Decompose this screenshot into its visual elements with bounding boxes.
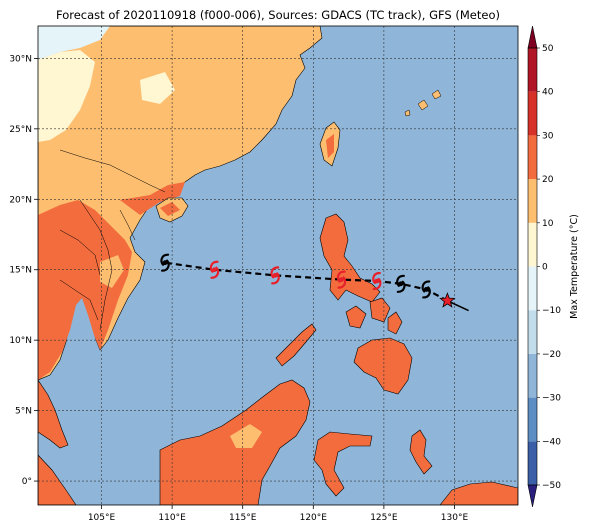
colorbar-segment bbox=[528, 441, 537, 485]
highland-cool-patch bbox=[38, 26, 110, 60]
southchina-hot bbox=[120, 182, 185, 215]
colorbar-segment bbox=[528, 222, 537, 267]
typhoon-symbol-forecast-icon bbox=[372, 271, 382, 291]
visayas-islands bbox=[345, 297, 403, 335]
colorbar-segment bbox=[528, 91, 537, 136]
map-title: Forecast of 2020110918 (f000-006), Sourc… bbox=[56, 8, 500, 22]
malay-peninsula bbox=[38, 379, 69, 449]
typhoon-symbol-past-icon bbox=[396, 274, 406, 293]
borneo-warm bbox=[230, 424, 262, 448]
colorbar-extension-bottom bbox=[527, 484, 538, 508]
colorbar-tick-label: 20 bbox=[542, 175, 554, 185]
colorbar-tick-label: −30 bbox=[542, 394, 561, 404]
typhoon-symbol-forecast-icon bbox=[336, 270, 347, 289]
colorbar-tick-label: 30 bbox=[542, 131, 554, 141]
colorbar-segment bbox=[528, 397, 537, 442]
colorbar-label: Max Temperature (°C) bbox=[569, 214, 580, 319]
highland-mild-patch bbox=[38, 50, 95, 142]
lat-tick-label: 10°N bbox=[9, 336, 32, 346]
sumatra-island bbox=[38, 454, 77, 505]
colorbar-segment bbox=[528, 48, 537, 92]
sulawesi-island bbox=[313, 431, 373, 497]
colorbar-segment bbox=[528, 135, 537, 180]
tc-track bbox=[160, 253, 469, 312]
lon-tick-label: 120°E bbox=[300, 513, 328, 523]
lat-tick-label: 30°N bbox=[9, 54, 32, 64]
colorbar-segment bbox=[528, 310, 537, 354]
colorbar-extension-top bbox=[527, 25, 538, 49]
gridlines bbox=[38, 26, 518, 505]
lon-tick-label: 125°E bbox=[370, 513, 398, 523]
colorbar-tick-label: −10 bbox=[542, 306, 561, 316]
colorbar-tick-label: 10 bbox=[542, 219, 554, 229]
lat-tick-label: 5°N bbox=[15, 407, 32, 417]
colorbar-tick-label: −50 bbox=[542, 481, 561, 491]
colorbar-segment bbox=[528, 179, 537, 223]
lat-tick-label: 20°N bbox=[9, 195, 32, 205]
lon-tick-label: 110°E bbox=[158, 513, 186, 523]
map-frame bbox=[37, 25, 519, 506]
halmahera-island bbox=[409, 429, 433, 475]
taiwan-hot bbox=[326, 134, 334, 158]
typhoon-symbol-forecast-icon bbox=[209, 260, 220, 279]
ryukyu-islets bbox=[404, 89, 442, 117]
colorbar-tick-label: −20 bbox=[542, 350, 561, 360]
lat-tick-label: 15°N bbox=[9, 266, 32, 276]
new-guinea bbox=[439, 481, 518, 505]
colorbar-segment bbox=[528, 266, 537, 311]
hainan-hot bbox=[160, 202, 180, 216]
lat-tick-label: 0° bbox=[22, 477, 32, 487]
mindanao-island bbox=[353, 337, 413, 395]
typhoon-symbol-past-icon bbox=[421, 280, 431, 299]
map-area bbox=[38, 26, 518, 505]
colorbar-tick-label: 50 bbox=[542, 44, 554, 54]
lon-tick-label: 130°E bbox=[441, 513, 469, 523]
colorbar-tick-label: −40 bbox=[542, 437, 561, 447]
country-borders bbox=[59, 149, 166, 331]
lon-tick-label: 105°E bbox=[88, 513, 116, 523]
typhoon-symbol-forecast-icon bbox=[270, 266, 280, 285]
indochina-hot bbox=[38, 200, 132, 380]
colorbar-segment bbox=[528, 353, 537, 398]
track-line-forecast bbox=[164, 261, 448, 302]
axis-ticks: 105°E 110°E 115°E 120°E 125°E 130°E 30°N 25°N 20… bbox=[9, 54, 468, 523]
colorbar-tick-label: 40 bbox=[542, 88, 554, 98]
highland-mild-patch-2 bbox=[140, 72, 175, 104]
colorbar: 50 40 30 20 10 0 −10 −20 −30 −40 −50 Max Temperatur… bbox=[527, 25, 580, 508]
lat-tick-label: 25°N bbox=[9, 125, 32, 135]
warm-inset bbox=[100, 255, 124, 288]
typhoon-symbol-past-icon bbox=[160, 253, 170, 272]
colorbar-tick-label: 0 bbox=[542, 263, 548, 273]
lon-tick-label: 115°E bbox=[229, 513, 257, 523]
current-position-star-icon bbox=[439, 292, 456, 308]
